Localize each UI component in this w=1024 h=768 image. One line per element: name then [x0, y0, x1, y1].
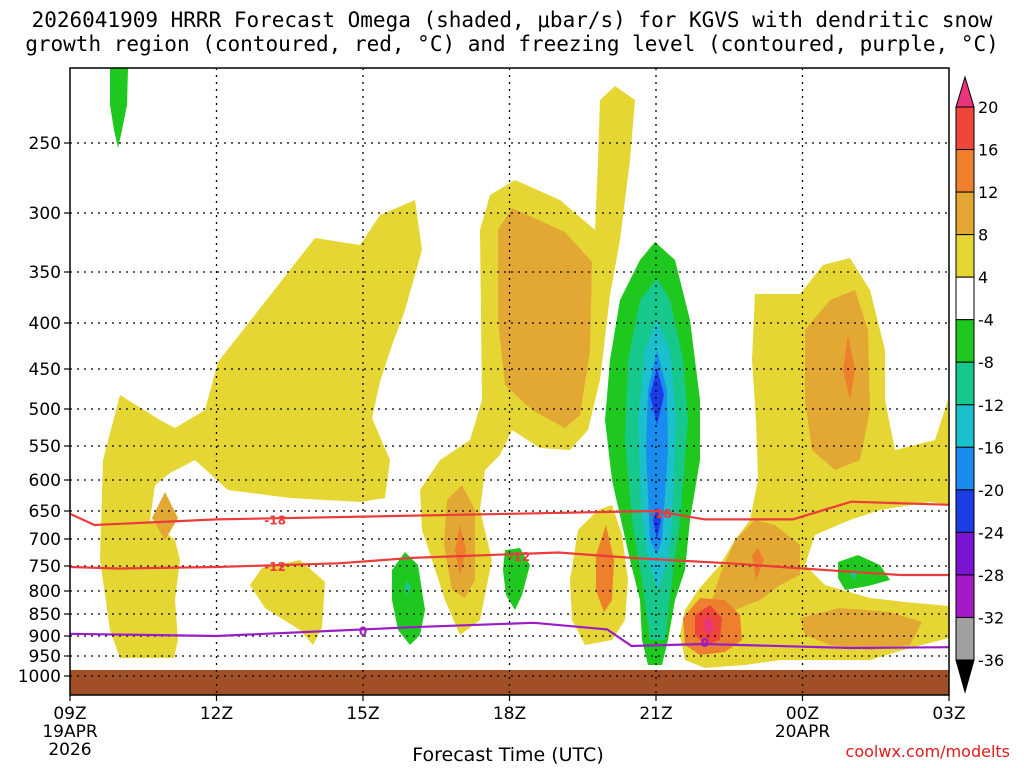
colorbar-label: -36 — [978, 651, 1004, 670]
x-tick-label: 18Z — [493, 704, 526, 724]
y-axis: 2503003504004505005506006507007508008509… — [18, 134, 70, 687]
y-tick-label: 650 — [29, 502, 61, 522]
colorbar-top-arrow — [955, 75, 975, 108]
y-tick-label: 350 — [29, 263, 61, 283]
y-tick-label: 550 — [29, 437, 61, 457]
contour-label: -18 — [264, 514, 286, 528]
site-credit-link[interactable]: coolwx.com/modelts — [845, 742, 1010, 761]
y-tick-label: 450 — [29, 360, 61, 380]
colorbar-label: -12 — [978, 396, 1004, 415]
colorbar-swatch — [955, 319, 975, 363]
y-tick-label: 250 — [29, 134, 61, 154]
colorbar-label: -16 — [978, 438, 1004, 457]
colorbar-swatch — [955, 489, 975, 533]
colorbar-swatch — [955, 574, 975, 618]
y-tick-label: 900 — [29, 627, 61, 647]
x-tick-label: 15Z — [346, 704, 379, 724]
colorbar-label: 16 — [978, 141, 998, 160]
subsidence-16z-inner — [404, 580, 411, 595]
colorbar-swatch — [955, 106, 975, 151]
y-tick-label: 800 — [29, 582, 61, 602]
colorbar-label: -4 — [978, 311, 994, 330]
contour-label: -12 — [264, 560, 286, 574]
x-axis-title: Forecast Time (UTC) — [412, 744, 604, 766]
y-tick-label: 500 — [29, 400, 61, 420]
colorbar-swatch — [955, 616, 975, 661]
ascent-core-01z — [843, 335, 855, 400]
x-tick-label: 09Z — [53, 704, 86, 724]
colorbar-label: -24 — [978, 523, 1004, 542]
subsidence-09z-top — [110, 68, 128, 148]
y-tick-label: 950 — [29, 647, 61, 667]
x-tick-date-label: 20APR — [775, 722, 831, 742]
ascent-region-13z — [250, 560, 325, 645]
contour-0 — [70, 500, 949, 527]
colorbar-swatch — [955, 404, 975, 448]
contour-2 — [70, 621, 949, 650]
subsidence-darkblue-21z-lower — [653, 508, 661, 540]
x-tick-year-label: 2026 — [48, 740, 91, 760]
ascent-core-18z — [498, 208, 592, 428]
ascent-region-left — [100, 200, 422, 658]
subsidence-16z — [392, 552, 425, 645]
y-tick-label: 750 — [29, 557, 61, 577]
surface-terrain-band — [70, 670, 949, 695]
colorbar-swatch — [955, 234, 975, 278]
subsidence-darkblue-21z — [650, 368, 664, 425]
y-tick-label: 300 — [29, 204, 61, 224]
temperature-contours — [70, 500, 949, 650]
colorbar-label: -20 — [978, 481, 1004, 500]
chart-title-line2: growth region (contoured, red, °C) and f… — [25, 32, 999, 56]
colorbar-label: -8 — [978, 353, 994, 372]
x-tick-label: 12Z — [200, 704, 233, 724]
contour-label: 0 — [701, 636, 709, 650]
colorbar-label: -32 — [978, 608, 1004, 627]
contour-labels: -18 -12 0 -12 -18 0 — [264, 507, 709, 650]
ascent-core-10z — [152, 492, 178, 540]
x-tick-date-label: 19APR — [42, 722, 98, 742]
x-tick-label: 00Z — [786, 704, 819, 724]
colorbar-label: 12 — [978, 183, 998, 202]
y-tick-label: 850 — [29, 605, 61, 625]
y-tick-label: 600 — [29, 471, 61, 491]
colorbar-swatch — [955, 446, 975, 491]
colorbar-label: 8 — [978, 226, 988, 245]
colorbar-label: 20 — [978, 98, 998, 117]
x-tick-label: 03Z — [932, 704, 965, 724]
x-tick-label: 21Z — [639, 704, 672, 724]
ascent-low-right — [800, 608, 922, 650]
colorbar-label: -28 — [978, 566, 1004, 585]
contour-label: 0 — [359, 625, 367, 639]
colorbar-swatch — [955, 531, 975, 576]
contour-1 — [70, 551, 949, 577]
colorbar-swatch — [955, 276, 975, 321]
contour-label: -12 — [508, 550, 530, 564]
y-tick-label: 1000 — [18, 667, 61, 687]
colorbar-swatch — [955, 149, 975, 193]
y-tick-label: 700 — [29, 530, 61, 550]
ascent-core-22z-peak — [703, 616, 714, 636]
colorbar-swatch — [955, 361, 975, 406]
ascent-core-17z-inner — [455, 525, 466, 575]
colorbar: 20 16 12 8 4 -4 -8 -12 -16 -20 -24 -28 -32 -36 — [955, 75, 1004, 694]
chart-title-line1: 2026041909 HRRR Forecast Omega (shaded, … — [31, 8, 993, 32]
ascent-core-20z — [596, 525, 614, 612]
colorbar-swatch — [955, 191, 975, 236]
contour-label: -18 — [650, 507, 672, 521]
ascent-core-00z — [805, 290, 870, 470]
colorbar-label: 4 — [978, 268, 988, 287]
ascent-core-23z-inner — [752, 548, 764, 580]
y-tick-label: 400 — [29, 314, 61, 334]
colorbar-bottom-arrow — [955, 659, 975, 694]
